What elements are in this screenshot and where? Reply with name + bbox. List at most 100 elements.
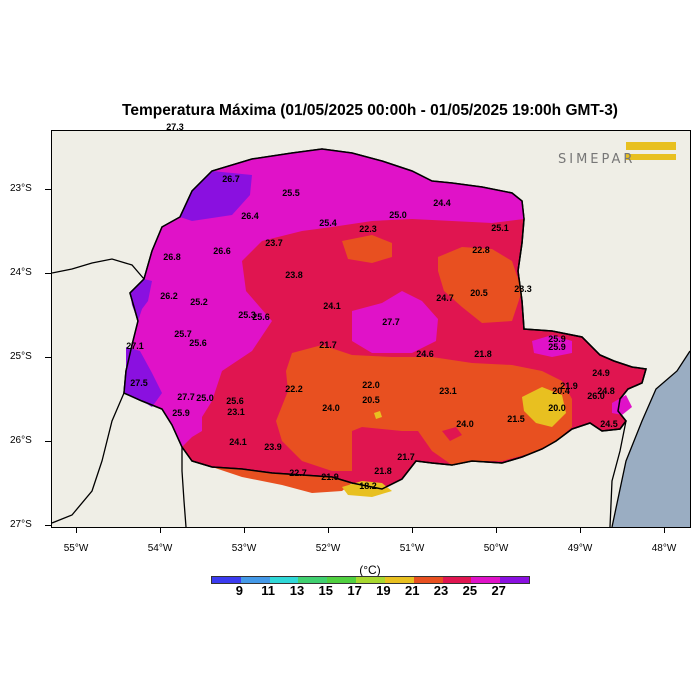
lat-label-27s: 27°S (10, 519, 32, 530)
lon-tick (664, 527, 665, 533)
lat-label-24s: 24°S (10, 267, 32, 278)
legend-title: (°C) (359, 563, 381, 577)
legend-swatch (471, 577, 501, 583)
station-value: 25.3 (238, 310, 256, 320)
legend-label: 9 (235, 583, 243, 598)
station-value: 21.9 (560, 381, 578, 391)
station-value: 26.4 (241, 211, 259, 221)
lat-label-23s: 23°S (10, 183, 32, 194)
mild-zone-north (342, 235, 392, 263)
station-value: 25.6 (189, 338, 207, 348)
station-value: 27.7 (177, 392, 195, 402)
legend-swatch (327, 577, 357, 583)
station-value: 24.1 (323, 301, 341, 311)
station-value: 21.8 (374, 466, 392, 476)
station-value: 23.8 (285, 270, 303, 280)
station-value: 24.5 (600, 419, 618, 429)
station-value: 26.7 (222, 174, 240, 184)
warm-zone-east (532, 335, 572, 357)
warm-zone-center (352, 291, 438, 353)
cool-zone-east (522, 387, 566, 427)
legend-label: 19 (376, 583, 391, 598)
map-title: Temperatura Máxima (01/05/2025 00:00h - … (122, 102, 618, 119)
legend-swatch (298, 577, 328, 583)
lat-tick (45, 273, 51, 274)
legend-label: 17 (347, 583, 362, 598)
station-value: 26.2 (160, 291, 178, 301)
station-value: 18.2 (359, 481, 377, 491)
lon-label-55w: 55°W (63, 543, 89, 554)
ocean-area (612, 351, 690, 527)
lat-tick (45, 525, 51, 526)
mild-zone-northeast (438, 247, 522, 323)
station-value: 22.8 (472, 245, 490, 255)
hot-zone-southwest (124, 347, 162, 407)
station-value: 25.6 (252, 312, 270, 322)
station-value: 20.5 (470, 288, 488, 298)
station-value: 21.7 (397, 452, 415, 462)
lon-tick (496, 527, 497, 533)
lat-label-26s: 26°S (10, 435, 32, 446)
station-value: 25.9 (548, 334, 566, 344)
station-value: 27.1 (126, 341, 144, 351)
station-value: 27.3 (166, 122, 184, 132)
station-value: 25.0 (196, 393, 214, 403)
station-value: 25.0 (389, 210, 407, 220)
station-value: 24.0 (322, 403, 340, 413)
station-value: 24.1 (229, 437, 247, 447)
station-value: 21.7 (319, 340, 337, 350)
station-value: 26.6 (213, 246, 231, 256)
lon-label-49w: 49°W (567, 543, 593, 554)
border-west (52, 258, 145, 280)
station-value: 25.4 (319, 218, 337, 228)
lat-tick (45, 357, 51, 358)
station-value: 27.5 (130, 378, 148, 388)
station-value: 23.3 (514, 284, 532, 294)
border-east (609, 420, 627, 527)
lon-label-50w: 50°W (483, 543, 509, 554)
station-value: 24.7 (436, 293, 454, 303)
legend-label: 21 (404, 583, 420, 598)
lon-label-54w: 54°W (147, 543, 173, 554)
station-value: 22.0 (362, 380, 380, 390)
lat-tick (45, 441, 51, 442)
legend-swatch (356, 577, 385, 583)
legend-swatch (413, 577, 443, 583)
lat-tick (45, 189, 51, 190)
legend-label: 25 (462, 583, 478, 598)
temperature-map (52, 148, 690, 527)
lon-tick (160, 527, 161, 533)
station-value: 23.9 (264, 442, 282, 452)
simepar-logo (626, 142, 676, 160)
simepar-logo-text: SIMEPAR (558, 152, 636, 167)
station-value: 25.1 (491, 223, 509, 233)
map-panel (51, 130, 691, 528)
legend-swatch (212, 577, 241, 583)
station-value: 21.9 (321, 472, 339, 482)
station-value: 26.0 (587, 391, 605, 401)
legend-label: 11 (261, 583, 275, 598)
lon-tick (328, 527, 329, 533)
color-scale-bar (211, 576, 530, 584)
station-value: 22.2 (285, 384, 303, 394)
station-value: 23.1 (227, 407, 245, 417)
station-value: 24.6 (416, 349, 434, 359)
legend-swatch (500, 577, 529, 583)
station-value: 22.3 (359, 224, 377, 234)
station-value: 23.1 (439, 386, 457, 396)
hot-zone-northwest (180, 171, 252, 221)
station-value: 25.5 (282, 188, 300, 198)
station-value: 25.6 (226, 396, 244, 406)
coastline (611, 350, 690, 527)
legend-label: 23 (433, 583, 449, 598)
lon-tick (76, 527, 77, 533)
station-value: 27.7 (382, 317, 400, 327)
border-south (181, 447, 187, 527)
state-border (123, 148, 647, 490)
legend-label: 13 (289, 583, 305, 598)
lon-tick (244, 527, 245, 533)
lon-label-51w: 51°W (399, 543, 425, 554)
border-southwest (52, 392, 125, 524)
legend-swatch (269, 577, 299, 583)
lon-tick (412, 527, 413, 533)
